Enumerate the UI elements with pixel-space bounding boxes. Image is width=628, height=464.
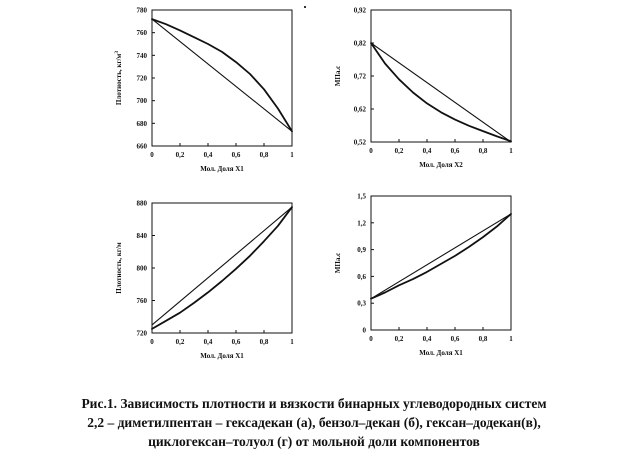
y-tick-label: 740 <box>137 52 148 60</box>
y-tick-label: 0,9 <box>357 246 366 254</box>
y-axis-label-c: Плотность, кг/м <box>115 242 123 294</box>
x-axis-label-a: Мол. Доля Х1 <box>200 165 244 173</box>
y-tick-label: 1,5 <box>357 193 366 201</box>
x-axis-label-b: Мол. Доля Х2 <box>419 161 463 169</box>
curve-series-c <box>151 206 293 330</box>
x-tick-label: 0,8 <box>260 338 269 346</box>
x-axis-label-c: Мол. Доля Х1 <box>200 352 244 360</box>
caption-line-2: 2,2 – диметилпентан – гексадекан (а), бе… <box>87 415 541 430</box>
figure-panels: 0 0,2 0,4 0,6 0,8 1 660 680 700 720 740 760 780 Мол. … <box>114 7 513 361</box>
y-tick-label: 880 <box>137 200 148 208</box>
y-tick-label: 0,6 <box>357 273 366 281</box>
x-tick-label: 0,4 <box>204 151 213 159</box>
x-tick-label: 1 <box>290 151 294 159</box>
y-tick-label: 1,2 <box>357 219 366 227</box>
plot-frame-a <box>151 9 293 147</box>
y-tick-label: 680 <box>137 120 148 128</box>
straight-line-series-d <box>370 213 512 300</box>
x-tick-label: 0,4 <box>423 147 432 155</box>
y-tick-label: 760 <box>137 297 148 305</box>
x-tick-label: 0 <box>369 147 373 155</box>
y-axis-label-superscript: 3 <box>114 51 120 54</box>
stray-dot <box>304 6 306 8</box>
y-tick-label: 0,72 <box>354 73 367 81</box>
x-tick-label: 0,8 <box>479 335 488 343</box>
x-tick-label: 1 <box>290 338 294 346</box>
x-tick-label: 0,6 <box>232 151 241 159</box>
y-tick-label: 0,82 <box>354 40 367 48</box>
x-tick-label: 0 <box>150 338 154 346</box>
y-axis-label-d: МПа.с <box>334 253 342 273</box>
x-tick-label: 0,2 <box>395 147 404 155</box>
curve-series-a <box>151 18 293 133</box>
x-tick-label: 0,6 <box>232 338 241 346</box>
x-tick-label: 0,6 <box>451 147 460 155</box>
y-axis-label-b: МПа.с <box>334 66 342 86</box>
y-tick-label: 780 <box>137 7 148 15</box>
x-tick-label: 0,2 <box>176 338 185 346</box>
y-tick-label: 0,52 <box>354 139 367 147</box>
x-tick-label: 0 <box>150 151 154 159</box>
plot-frame-c <box>151 202 293 334</box>
y-tick-label: 700 <box>137 97 148 105</box>
x-axis-label-d: Мол. Доля Х1 <box>419 349 463 357</box>
x-tick-label: 0,4 <box>423 335 432 343</box>
curve-series-b <box>370 42 512 143</box>
y-tick-label: 800 <box>137 265 148 273</box>
x-tick-label: 0,8 <box>260 151 269 159</box>
plot-frame-b <box>370 9 512 143</box>
plot-frame-d <box>370 195 512 331</box>
x-tick-label: 1 <box>509 335 513 343</box>
x-tick-label: 0,2 <box>395 335 404 343</box>
y-tick-label: 720 <box>137 75 148 83</box>
x-tick-label: 0,8 <box>479 147 488 155</box>
x-tick-label: 0,6 <box>451 335 460 343</box>
caption-line-3: циклогексан–толуол (г) от мольной доли к… <box>148 434 480 449</box>
y-axis-label-a: Плотность, кг/м3 <box>114 51 123 105</box>
x-tick-label: 0 <box>369 335 373 343</box>
straight-line-series-b <box>370 42 512 143</box>
x-tick-label: 1 <box>509 147 513 155</box>
x-tick-label: 0,2 <box>176 151 185 159</box>
y-tick-label: 660 <box>137 143 148 151</box>
y-tick-label: 0 <box>363 327 367 335</box>
straight-line-series-a <box>151 18 293 132</box>
y-tick-label: 760 <box>137 29 148 37</box>
y-tick-label: 0,3 <box>357 300 366 308</box>
y-tick-label: 0,62 <box>354 106 367 114</box>
x-tick-label: 0,4 <box>204 338 213 346</box>
curve-series-d <box>370 213 512 300</box>
y-tick-label: 840 <box>137 232 148 240</box>
caption-line-1: Рис.1. Зависимость плотности и вязкости … <box>81 396 547 411</box>
straight-line-series-c <box>151 206 293 326</box>
y-tick-label: 0,92 <box>354 7 367 15</box>
figure-caption: Рис.1. Зависимость плотности и вязкости … <box>0 394 628 451</box>
y-tick-label: 720 <box>137 330 148 338</box>
